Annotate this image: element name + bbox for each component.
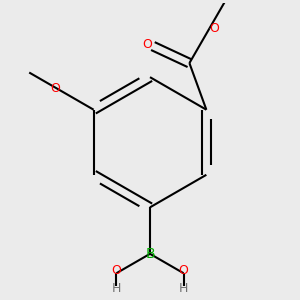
- Text: H: H: [112, 282, 121, 295]
- Text: O: O: [112, 264, 122, 277]
- Text: O: O: [209, 22, 219, 35]
- Text: B: B: [145, 247, 155, 261]
- Text: O: O: [51, 82, 61, 94]
- Text: O: O: [178, 264, 188, 277]
- Text: O: O: [142, 38, 152, 51]
- Text: H: H: [179, 282, 188, 295]
